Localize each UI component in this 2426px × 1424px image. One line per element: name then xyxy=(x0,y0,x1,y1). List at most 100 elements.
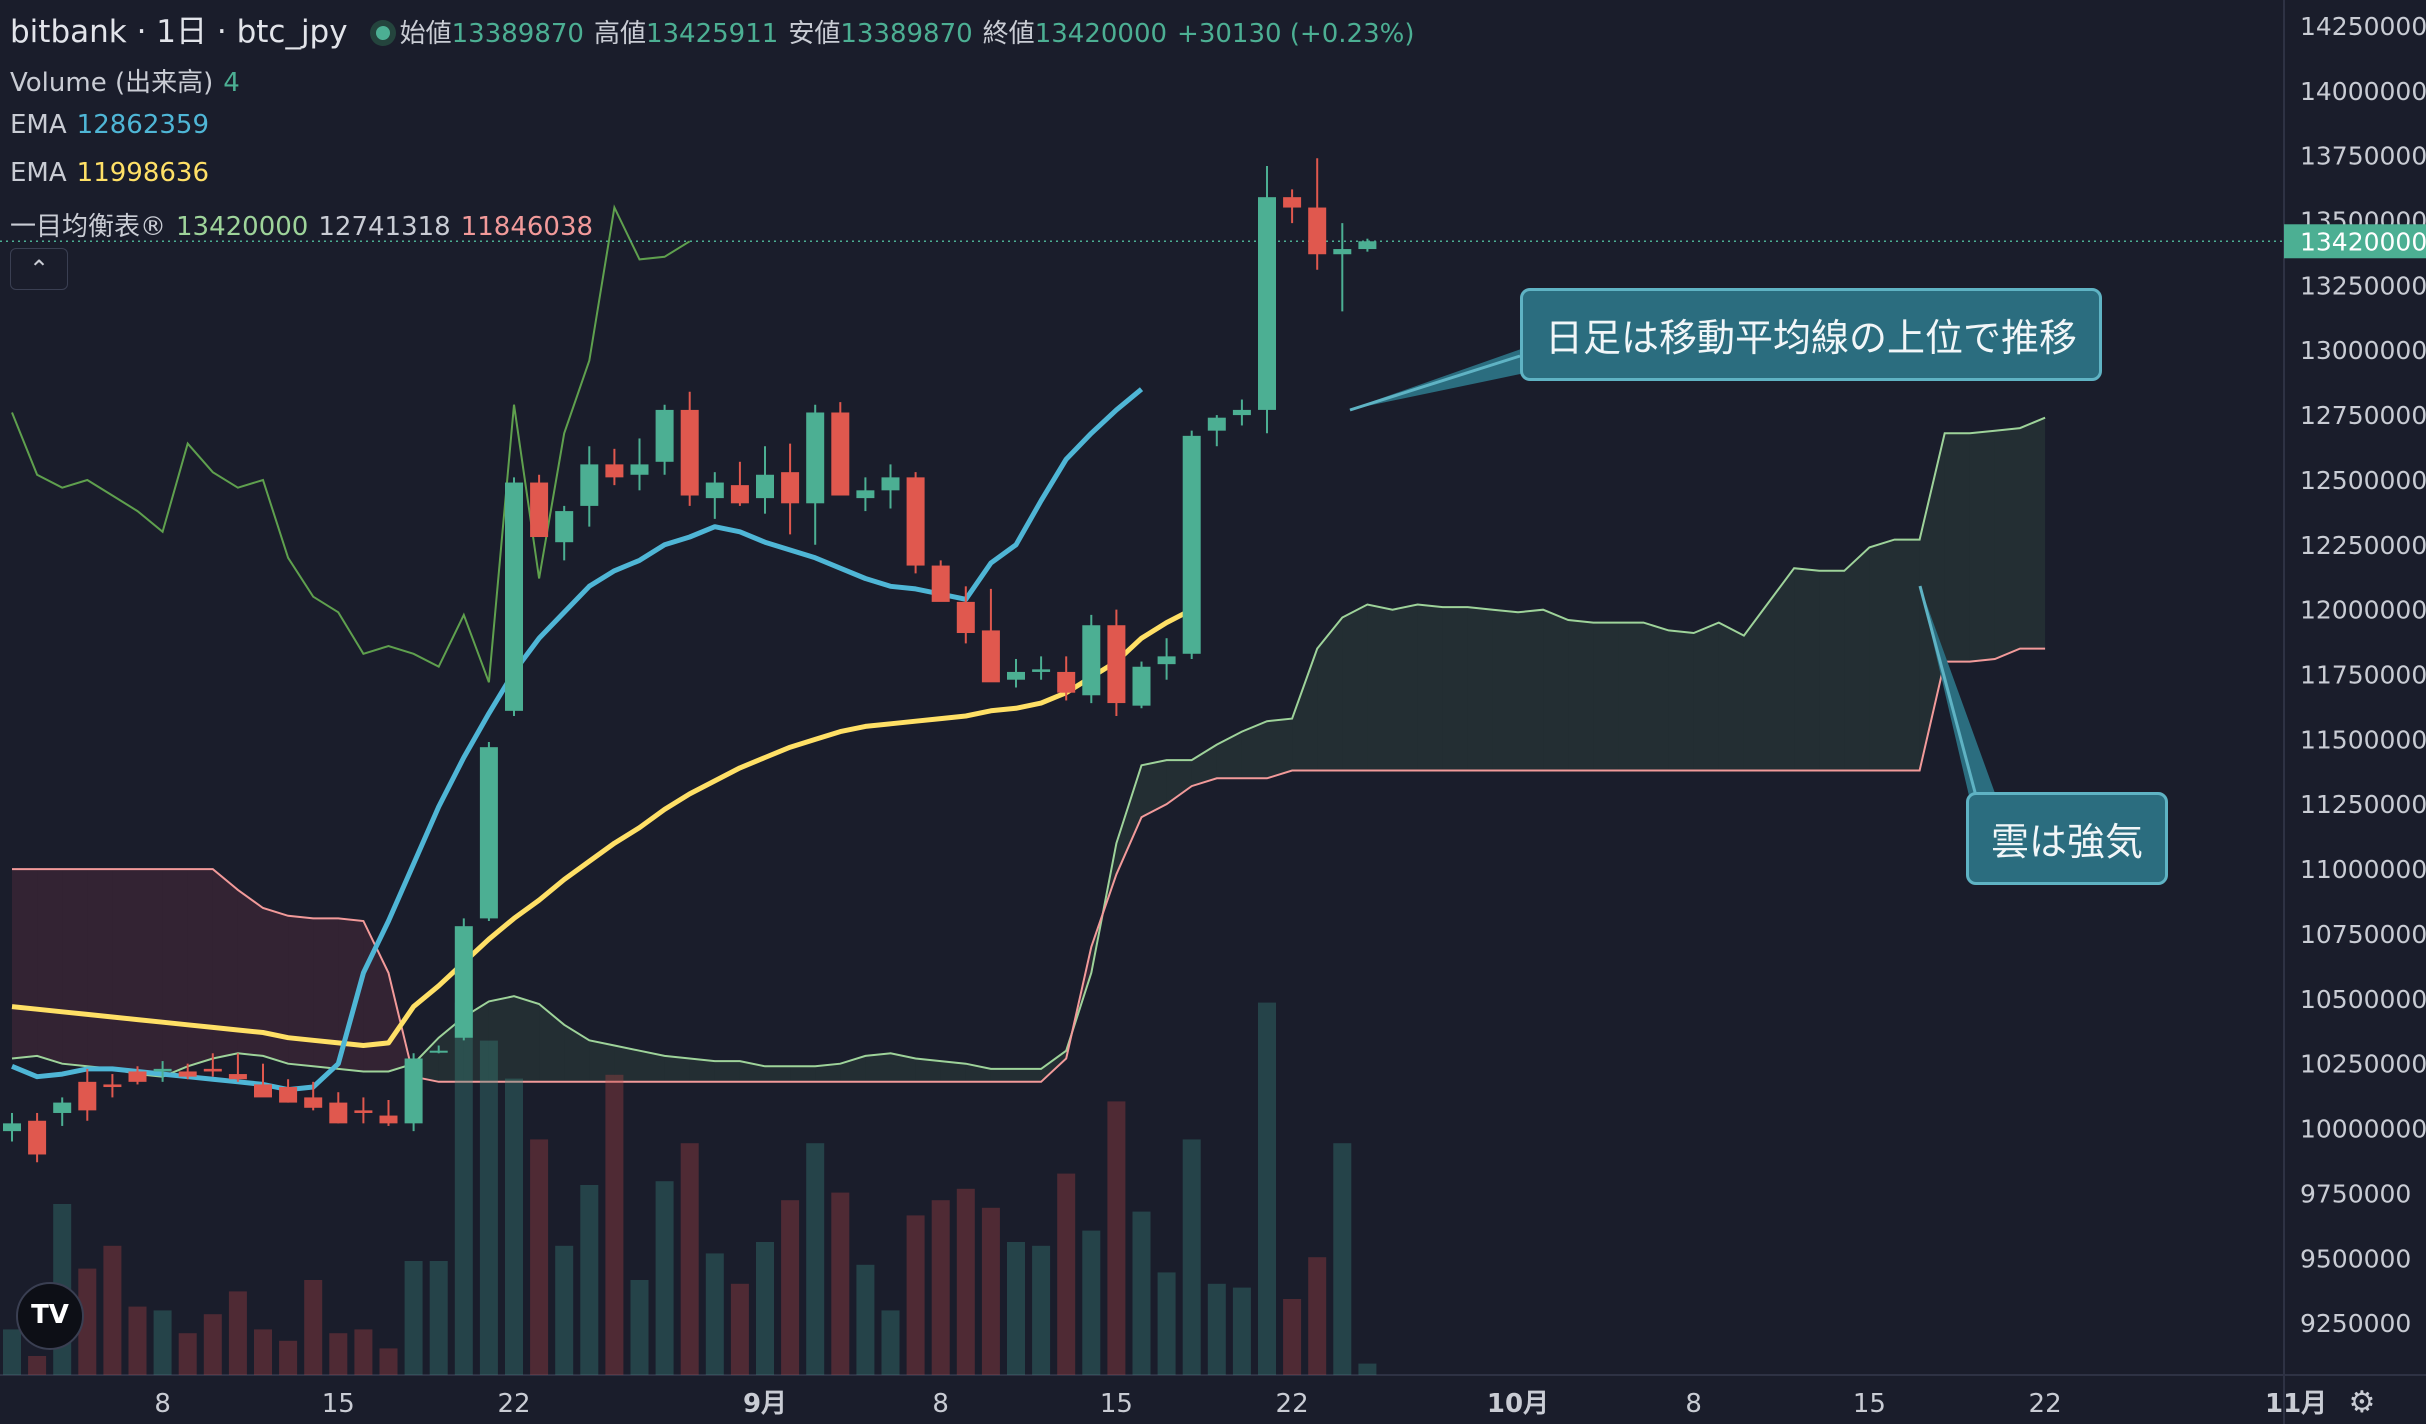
cloud-segment xyxy=(1643,622,1669,771)
collapse-legend-button[interactable]: ⌃ xyxy=(10,248,68,290)
time-tick-label: 15 xyxy=(1853,1389,1886,1419)
candle-body xyxy=(1082,625,1101,696)
volume-bar xyxy=(1283,1299,1302,1375)
candle-body xyxy=(630,464,649,475)
price-tick-label: 11250000 xyxy=(2300,790,2426,819)
volume-value: 4 xyxy=(223,68,240,98)
cloud-segment xyxy=(890,1053,916,1082)
time-tick-label: 9月 xyxy=(743,1389,787,1419)
candle-body xyxy=(379,1115,398,1124)
candles xyxy=(3,158,1377,1163)
candle-body xyxy=(78,1081,97,1111)
candle-body xyxy=(906,477,925,566)
cloud-segment xyxy=(62,869,88,1067)
cloud-segment xyxy=(1518,609,1544,771)
volume-bars xyxy=(3,1002,1377,1375)
tradingview-logo[interactable]: TV xyxy=(16,1282,84,1350)
volume-bar xyxy=(254,1329,272,1375)
volume-bar xyxy=(605,1074,624,1375)
volume-bar xyxy=(429,1261,448,1375)
volume-bar xyxy=(1082,1230,1101,1375)
candle-body xyxy=(479,747,498,919)
candle-body xyxy=(1358,241,1377,250)
volume-bar xyxy=(730,1283,749,1375)
cloud-segment xyxy=(739,1061,765,1082)
symbol-title[interactable]: bitbank · 1日 · btc_jpy xyxy=(10,14,348,50)
cloud-segment xyxy=(12,869,38,1059)
volume-bar xyxy=(806,1143,825,1375)
cloud-segment xyxy=(1844,547,1870,771)
ema-fast-line xyxy=(11,387,1144,1093)
price-tick-label: 10250000 xyxy=(2300,1050,2426,1079)
price-axis[interactable]: 9250000 9500000 9750000 10000000 10250000 105… xyxy=(2284,12,2426,1338)
cloud-segment xyxy=(1593,622,1619,771)
candle-body xyxy=(1232,409,1251,416)
cloud-segment xyxy=(1392,604,1418,771)
price-tick-label: 9750000 xyxy=(2300,1179,2411,1208)
candle-body xyxy=(555,511,574,543)
callout-pointer-edge xyxy=(1918,585,1978,797)
volume-bar xyxy=(580,1185,599,1375)
callout-ma-trend[interactable]: 日足は移動平均線の上位で推移 xyxy=(1520,288,2103,381)
time-tick-label: 22 xyxy=(497,1389,530,1419)
callout-cloud-bullish[interactable]: 雲は強気 xyxy=(1966,792,2169,885)
candle-body xyxy=(505,482,523,711)
cloud-segment xyxy=(1041,1050,1067,1082)
volume-bar xyxy=(530,1139,549,1375)
time-tick-label: 22 xyxy=(2029,1389,2062,1419)
cloud-segment xyxy=(1342,604,1368,771)
cloud-segment xyxy=(162,869,188,1077)
candle-body xyxy=(1132,666,1151,706)
cloud-segment xyxy=(187,869,213,1067)
cloud-segment xyxy=(37,869,63,1064)
volume-legend[interactable]: Volume (出来高) 4 xyxy=(10,62,250,99)
volume-bar xyxy=(103,1245,122,1375)
close-label: 終値 xyxy=(982,19,1035,49)
cloud-segment xyxy=(1492,609,1518,771)
volume-bar xyxy=(756,1242,774,1375)
cloud-segment xyxy=(1994,428,2020,659)
ema1-legend[interactable]: EMA 12862359 xyxy=(10,110,219,140)
time-axis[interactable]: 8 15 22 9月 8 15 22 10月 8 15 22 11月 ⚙ xyxy=(154,1385,2375,1420)
volume-bar xyxy=(153,1310,172,1375)
candle-body xyxy=(580,464,599,506)
cloud-segment xyxy=(212,869,238,1059)
volume-label: Volume (出来高) xyxy=(10,68,214,98)
cloud-segment xyxy=(1668,630,1694,771)
cloud-segment xyxy=(940,1061,966,1082)
live-status-icon xyxy=(375,26,390,40)
cloud-segment xyxy=(1442,607,1468,771)
cloud-segment xyxy=(1819,570,1845,771)
ema2-legend[interactable]: EMA 11998636 xyxy=(10,158,219,188)
last-price-badge xyxy=(2284,224,2426,259)
cloud-segment xyxy=(1969,430,1995,662)
cloud-segment xyxy=(2020,417,2046,649)
cloud-segment xyxy=(1241,721,1267,779)
candle-body xyxy=(153,1068,172,1072)
cloud-segment xyxy=(1141,760,1167,818)
cloud-segment xyxy=(1417,604,1443,771)
callout-pointer-edge xyxy=(1349,354,1521,412)
volume-bar xyxy=(479,1040,498,1375)
candle-body xyxy=(329,1102,348,1124)
volume-bar xyxy=(1107,1101,1126,1375)
cloud-segment xyxy=(1743,601,1769,771)
cloud-segment xyxy=(87,869,113,1069)
volume-bar xyxy=(128,1306,147,1375)
low-label: 安値 xyxy=(788,19,841,49)
span-b-line xyxy=(12,647,2046,1083)
ichimoku-value-3: 11846038 xyxy=(460,212,594,242)
open-value: 13389870 xyxy=(451,19,584,49)
price-tick-label: 10000000 xyxy=(2300,1115,2426,1144)
volume-bar xyxy=(203,1314,222,1375)
ichimoku-legend[interactable]: 一目均衡表® 13420000 12741318 11846038 xyxy=(10,206,603,243)
ichimoku-cloud xyxy=(11,416,2046,1083)
candle-body xyxy=(128,1071,147,1082)
volume-bar xyxy=(329,1333,348,1375)
cloud-segment xyxy=(488,996,514,1082)
volume-bar xyxy=(705,1253,724,1375)
cloud-segment xyxy=(1467,607,1493,771)
volume-bar xyxy=(404,1261,423,1375)
price-tick-label: 11500000 xyxy=(2300,725,2426,754)
